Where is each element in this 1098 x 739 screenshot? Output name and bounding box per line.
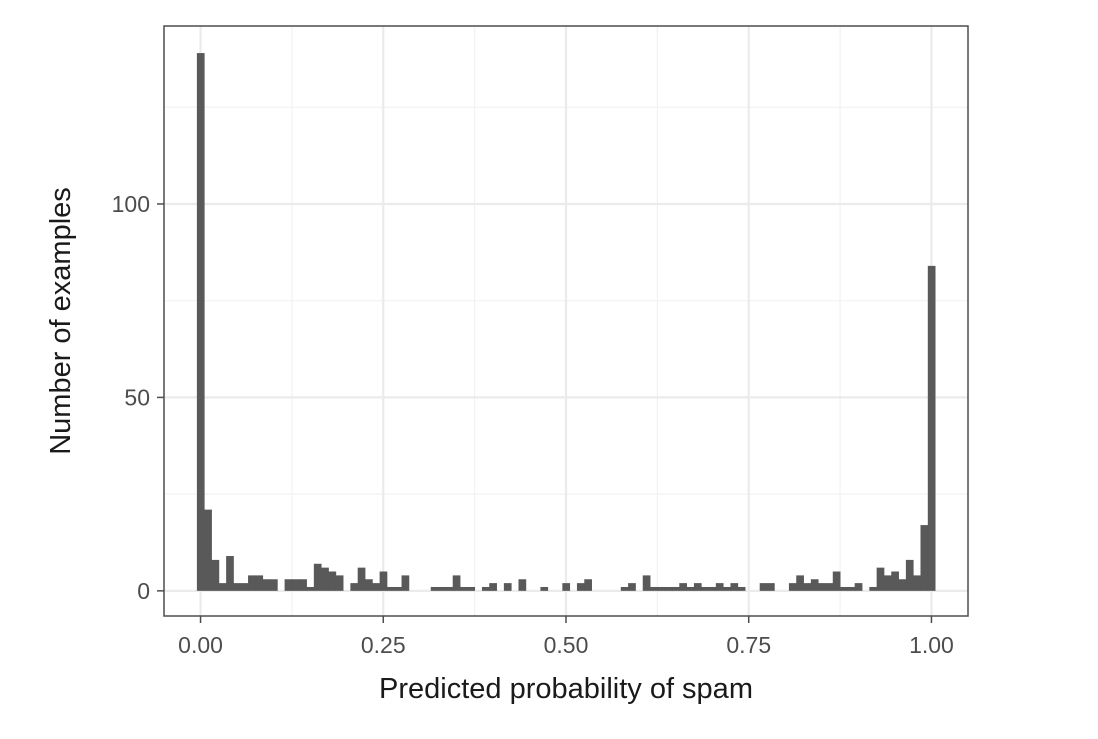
histogram-bar	[927, 265, 936, 591]
histogram-bar	[891, 571, 899, 591]
histogram-bar	[723, 586, 731, 591]
histogram-bar	[759, 583, 768, 591]
histogram-bar	[503, 583, 512, 591]
histogram-bar	[840, 586, 848, 591]
histogram-bar	[226, 556, 234, 591]
histogram-bar	[737, 586, 746, 591]
histogram-bar	[518, 579, 527, 591]
histogram-bar	[854, 583, 863, 591]
y-axis-title: Number of examples	[45, 187, 77, 455]
histogram-bar	[386, 586, 395, 591]
histogram-bar	[657, 586, 666, 591]
histogram-bar	[445, 586, 454, 591]
histogram-bar	[562, 583, 571, 591]
histogram-bar	[430, 586, 439, 591]
histogram-bar	[693, 583, 702, 591]
histogram-bar	[642, 575, 651, 591]
histogram-bar	[438, 586, 446, 591]
histogram-bar	[452, 575, 461, 591]
x-tick-label: 1.00	[909, 632, 954, 658]
histogram-bar	[847, 586, 856, 591]
histogram-bar	[372, 583, 381, 591]
histogram-bar	[832, 571, 841, 591]
histogram-bar	[701, 586, 709, 591]
histogram-bar	[460, 586, 468, 591]
histogram-bar	[321, 567, 329, 591]
histogram-bars	[196, 53, 936, 591]
histogram-bar	[730, 583, 739, 591]
axis-ticks	[157, 203, 933, 623]
histogram-bar	[650, 586, 658, 591]
y-tick-label: 100	[112, 191, 150, 217]
histogram-bar	[365, 579, 373, 591]
histogram-bar	[299, 579, 307, 591]
histogram-bar	[313, 563, 322, 591]
histogram-bar	[211, 559, 220, 591]
histogram-bar	[255, 575, 264, 591]
histogram-bar	[708, 586, 717, 591]
x-axis-title: Predicted probability of spam	[379, 673, 753, 705]
histogram-bar	[679, 583, 687, 591]
histogram-bar	[869, 586, 878, 591]
histogram-bar	[218, 583, 227, 591]
histogram-bar	[825, 583, 834, 591]
histogram-bar	[876, 567, 885, 591]
y-tick-label: 50	[124, 384, 150, 410]
histogram-bar	[394, 586, 402, 591]
histogram-bar	[489, 583, 497, 591]
histogram-bar	[357, 567, 366, 591]
histogram-bar	[291, 579, 300, 591]
histogram-bar	[686, 586, 695, 591]
histogram-bar	[818, 583, 826, 591]
histogram-bar	[379, 571, 388, 591]
histogram-bar	[401, 575, 410, 591]
histogram-bar	[335, 575, 344, 591]
histogram-bar	[803, 583, 812, 591]
histogram-bar	[664, 586, 673, 591]
histogram-bar	[284, 579, 293, 591]
histogram-bar	[269, 579, 278, 591]
histogram-bar	[306, 586, 315, 591]
histogram-bar	[796, 575, 804, 591]
histogram-bar	[540, 586, 549, 591]
histogram-bar	[481, 586, 490, 591]
histogram-bar	[767, 583, 775, 591]
histogram-bar	[810, 579, 819, 591]
x-tick-label: 0.50	[544, 632, 589, 658]
histogram-bar	[920, 525, 929, 591]
histogram-bar	[584, 579, 592, 591]
histogram-bar	[262, 579, 271, 591]
histogram-bar	[898, 579, 907, 591]
histogram-bar	[788, 583, 797, 591]
histogram-bar	[248, 575, 256, 591]
histogram-bar	[240, 583, 249, 591]
histogram-bar	[350, 583, 359, 591]
x-tick-label: 0.25	[361, 632, 406, 658]
histogram-bar	[671, 586, 680, 591]
x-tick-label: 0.75	[726, 632, 771, 658]
histogram-bar	[233, 583, 242, 591]
histogram-bar	[196, 53, 205, 591]
histogram-bar	[913, 575, 921, 591]
histogram-bar	[204, 509, 212, 591]
histogram-bar	[328, 571, 337, 591]
histogram-bar	[620, 586, 629, 591]
histogram-bar	[628, 583, 636, 591]
y-tick-label: 0	[137, 578, 150, 604]
histogram-bar	[883, 575, 892, 591]
tick-labels: 0.00 0.25 0.50 0.75 1.00 0 50 100	[112, 191, 954, 658]
histogram-bar	[715, 583, 724, 591]
histogram-bar	[467, 586, 476, 591]
histogram-bar	[576, 583, 585, 591]
x-tick-label: 0.00	[178, 632, 223, 658]
histogram-bar	[905, 559, 914, 591]
